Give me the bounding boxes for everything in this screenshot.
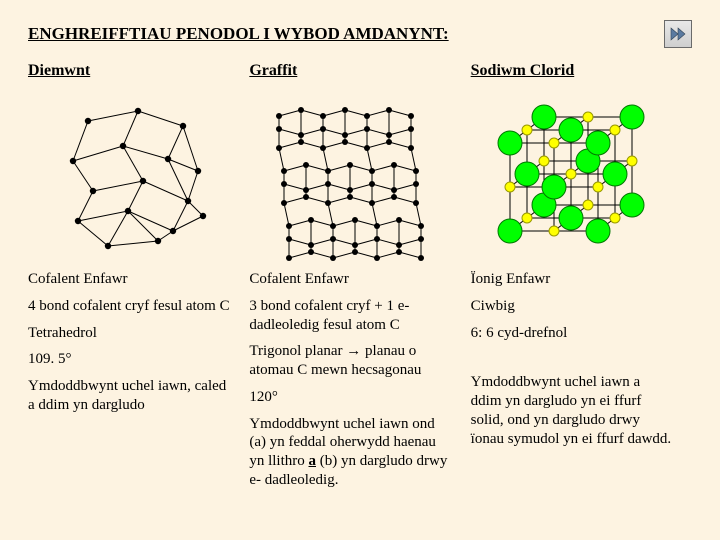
columns: Diemwnt Graffit Sodiwm Clorid bbox=[28, 62, 692, 266]
tcol-2: Cofalent Enfawr 3 bond cofalent cryf + 1… bbox=[249, 270, 470, 498]
c1-bond: 4 bond cofalent cryf fesul atom C bbox=[28, 297, 231, 316]
c2-mp: Ymdoddbwynt uchel iawn ond (a) yn feddal… bbox=[249, 415, 452, 490]
col-head-diamond: Diemwnt bbox=[28, 62, 237, 80]
tcol-1: Cofalent Enfawr 4 bond cofalent cryf fes… bbox=[28, 270, 249, 498]
diagram-diamond bbox=[28, 86, 237, 266]
c2-geom-pre: Trigonol planar bbox=[249, 343, 346, 359]
property-table: Cofalent Enfawr 4 bond cofalent cryf fes… bbox=[28, 270, 692, 498]
c2-angle: 120° bbox=[249, 388, 452, 407]
tcol-3: Ïonig Enfawr Ciwbig 6: 6 cyd-drefnol Ymd… bbox=[471, 270, 692, 498]
page-title: ENGHREIFFTIAU PENODOL I WYBOD AMDANYNT: bbox=[28, 20, 692, 48]
diagram-nacl bbox=[471, 86, 680, 266]
c2-geom: Trigonol planar → planau o atomau C mewn… bbox=[249, 342, 452, 380]
c2-mp-u: a bbox=[309, 453, 317, 469]
col-head-graphite: Graffit bbox=[249, 62, 458, 80]
c1-angle: 109. 5° bbox=[28, 350, 231, 369]
col-head-nacl: Sodiwm Clorid bbox=[471, 62, 680, 80]
c2-type: Cofalent Enfawr bbox=[249, 270, 452, 289]
c1-type: Cofalent Enfawr bbox=[28, 270, 231, 289]
c3-spacer bbox=[471, 350, 674, 365]
c3-type: Ïonig Enfawr bbox=[471, 270, 674, 289]
arrow-icon: → bbox=[346, 343, 361, 359]
c3-mp: Ymdoddbwynt uchel iawn a ddim yn darglud… bbox=[471, 373, 674, 448]
title-text: ENGHREIFFTIAU PENODOL I WYBOD AMDANYNT: bbox=[28, 24, 449, 44]
col-graphite: Graffit bbox=[249, 62, 470, 266]
c2-bond: 3 bond cofalent cryf + 1 e- dadleoledig … bbox=[249, 297, 452, 335]
c3-geom: 6: 6 cyd-drefnol bbox=[471, 324, 674, 343]
play-forward-icon[interactable] bbox=[664, 20, 692, 48]
c1-geom: Tetrahedrol bbox=[28, 324, 231, 343]
c1-mp: Ymdoddbwynt uchel iawn, caled a ddim yn … bbox=[28, 377, 231, 415]
c3-bond: Ciwbig bbox=[471, 297, 674, 316]
col-diamond: Diemwnt bbox=[28, 62, 249, 266]
diagram-graphite bbox=[249, 86, 458, 266]
col-nacl: Sodiwm Clorid bbox=[471, 62, 692, 266]
